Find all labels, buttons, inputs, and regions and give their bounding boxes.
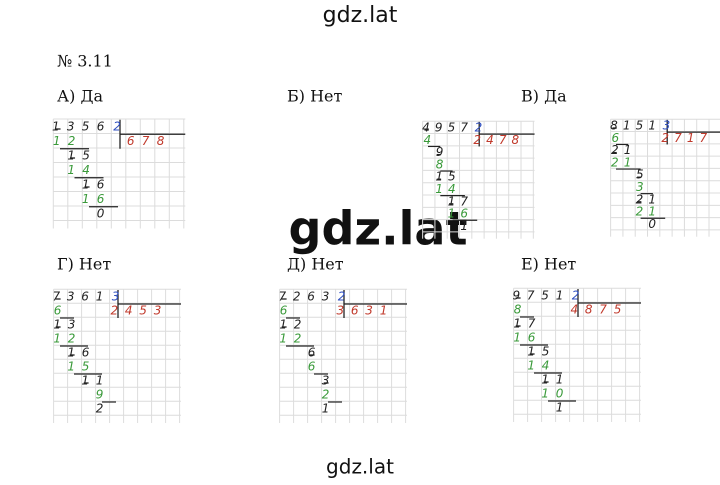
digits: 9 <box>96 388 110 402</box>
digits: 678 <box>127 134 172 148</box>
digits: 9 <box>436 145 449 159</box>
digits: 2717 <box>661 131 712 145</box>
watermark: gdz.lat <box>326 455 394 479</box>
digits: 3 <box>663 119 676 133</box>
digits: 4957 <box>422 121 473 135</box>
digits: 7263 <box>278 290 336 304</box>
digits: 21 <box>611 155 636 169</box>
digits: 6 <box>611 131 624 145</box>
answer-label: А) Да <box>57 87 103 106</box>
digits: 16 <box>448 207 473 221</box>
digits: 14 <box>67 163 97 177</box>
digits: 10 <box>541 387 570 401</box>
digits: 15 <box>67 360 96 374</box>
digits: 17 <box>448 194 473 208</box>
digits: 16 <box>67 346 96 360</box>
digits: 2478 <box>473 133 524 147</box>
digits: 16 <box>513 331 542 345</box>
digits: 2 <box>113 120 128 134</box>
digits: 14 <box>527 359 556 373</box>
digits: 12 <box>279 332 308 346</box>
digits: 11 <box>541 373 570 387</box>
digits: 15 <box>67 149 97 163</box>
digits: 1356 <box>52 120 112 134</box>
digits: 0 <box>97 207 112 221</box>
digits: 21 <box>636 205 661 219</box>
digits: 9751 <box>512 289 570 303</box>
digits: 2 <box>338 290 352 304</box>
task-number: № 3.11 <box>57 52 113 71</box>
digits: 2 <box>475 121 488 135</box>
answer-label: Е) Нет <box>521 255 576 274</box>
digits: 0 <box>648 217 661 231</box>
digits: 21 <box>636 192 661 206</box>
answer-label: Г) Нет <box>57 255 111 274</box>
digits: 2 <box>96 402 110 416</box>
digits: 1 <box>322 402 336 416</box>
digits: 6 <box>308 360 322 374</box>
answer-label: Б) Нет <box>287 87 343 106</box>
digits: 12 <box>53 332 82 346</box>
digits: 3 <box>112 290 126 304</box>
digits: 4875 <box>570 303 628 317</box>
digits: 1 <box>556 401 570 415</box>
answer-label: В) Да <box>521 87 567 106</box>
watermark: gdz.lat <box>289 202 468 256</box>
digits: 3 <box>322 374 336 388</box>
watermark: gdz.lat <box>323 3 398 28</box>
digits: 12 <box>279 318 308 332</box>
digits: 3 <box>636 180 649 194</box>
digits: 13 <box>53 318 82 332</box>
digits: 6 <box>280 304 294 318</box>
digits: 3631 <box>336 304 394 318</box>
answer-label: Д) Нет <box>287 255 344 274</box>
digits: 8 <box>514 303 528 317</box>
digits: 12 <box>53 134 83 148</box>
digits: 2 <box>572 289 586 303</box>
digits: 15 <box>527 345 556 359</box>
digits: 16 <box>82 192 112 206</box>
digits: 4 <box>423 133 436 147</box>
digits: 8 <box>436 157 449 171</box>
digits: 2453 <box>110 304 168 318</box>
digits: 6 <box>54 304 68 318</box>
digits: 16 <box>82 178 112 192</box>
digits: 2 <box>322 388 336 402</box>
digits: 7361 <box>52 290 110 304</box>
digits: 17 <box>513 317 542 331</box>
digits: 15 <box>435 170 460 184</box>
digits: 8151 <box>610 119 661 133</box>
digits: 14 <box>435 182 460 196</box>
digits: 21 <box>611 143 636 157</box>
digits: 11 <box>81 374 110 388</box>
digits: 1 <box>460 219 473 233</box>
digits: 5 <box>636 168 649 182</box>
digits: 6 <box>308 346 322 360</box>
